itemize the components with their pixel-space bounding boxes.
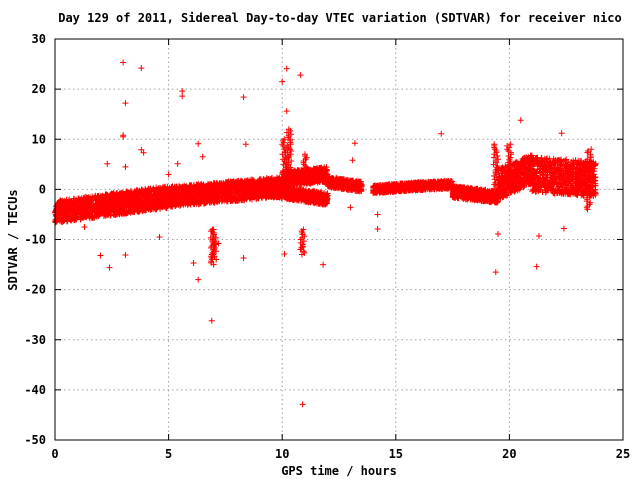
data-point (97, 203, 104, 210)
grid-lines (55, 39, 623, 440)
data-point (101, 200, 108, 207)
data-point (89, 195, 96, 202)
data-points (52, 59, 599, 408)
chart-title: Day 129 of 2011, Sidereal Day-to-day VTE… (58, 11, 622, 25)
